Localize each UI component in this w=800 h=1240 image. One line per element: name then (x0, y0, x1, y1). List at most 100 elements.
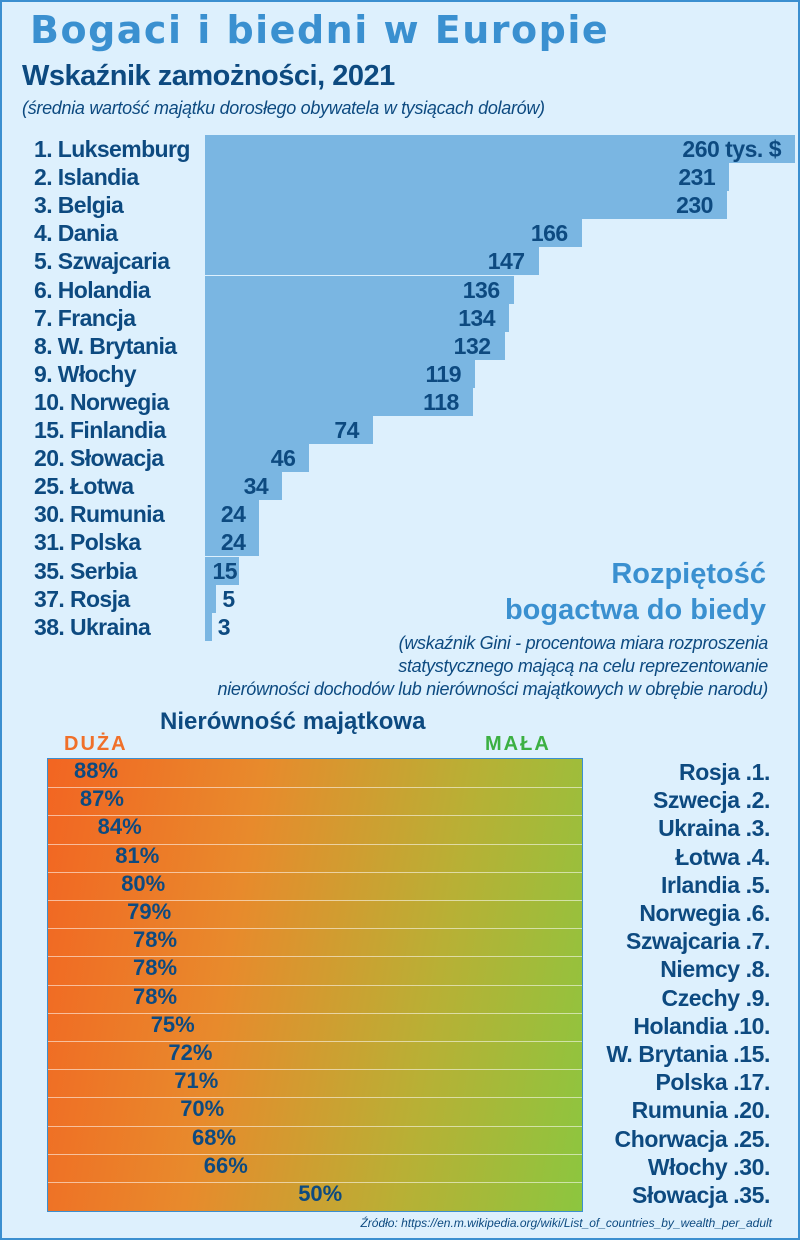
row-divider (48, 984, 582, 986)
gini-value-label: 79% (127, 899, 172, 924)
gini-value-label: 66% (203, 1152, 248, 1178)
wealth-bar (205, 331, 505, 360)
wealth-value-label: 134 (458, 304, 496, 331)
gini-note: (wskaźnik Gini - procentowa miara rozpro… (217, 632, 768, 701)
scale-low-label: MAŁA (485, 733, 551, 755)
country-label: 7. Francja (34, 304, 136, 331)
row-divider (48, 843, 582, 845)
gini-value-label: 88% (74, 758, 119, 783)
gini-country-label: Chorwacja .25. (614, 1125, 771, 1152)
gini-country-label: Irlandia .5. (661, 871, 770, 898)
gini-value-label: 72% (168, 1040, 213, 1065)
gini-note-line: nierówności dochodów lub nierówności maj… (217, 679, 768, 699)
page-title: Bogaci i biedni w Europie (30, 8, 610, 52)
gini-value-label: 75% (150, 1011, 195, 1037)
gini-value-label: 84% (97, 814, 142, 840)
country-label: 35. Serbia (34, 557, 137, 584)
row-divider (48, 1182, 582, 1183)
wealth-value-label: 24 (220, 529, 246, 556)
row-divider (48, 956, 582, 958)
gini-country-label: Rumunia .20. (631, 1097, 771, 1124)
gini-value-label: 81% (115, 842, 160, 868)
country-label: 3. Belgia (34, 192, 124, 219)
wealth-bar (205, 444, 310, 473)
wealth-value-label: 34 (243, 473, 269, 500)
wealth-bar (205, 135, 795, 163)
wealth-value-label: 132 (453, 332, 491, 359)
wealth-bar (205, 303, 510, 332)
gini-value-label: 70% (180, 1096, 225, 1122)
gini-title-line: bogactwa do biedy (504, 594, 766, 626)
wealth-value-label: 3 (217, 613, 231, 640)
wealth-bar (205, 247, 539, 276)
row-divider (48, 787, 582, 789)
wealth-value-label: 147 (487, 248, 525, 275)
row-divider (48, 900, 582, 901)
gini-value-label: 78% (133, 983, 178, 1009)
country-label: 1. Luksemburg (34, 136, 190, 162)
wealth-value-label: 230 (676, 192, 713, 219)
row-divider (48, 1069, 582, 1071)
wealth-value-label: 260 tys. $ (682, 136, 781, 162)
wealth-bar (205, 359, 476, 388)
row-divider (48, 1012, 582, 1014)
wealth-bar (205, 584, 217, 613)
wealth-bar (205, 556, 240, 585)
country-label: 15. Finlandia (34, 417, 166, 443)
gini-value-label: 80% (121, 870, 166, 896)
gini-value-label: 71% (174, 1068, 219, 1094)
wealth-value-label: 118 (423, 388, 459, 415)
row-divider (48, 1125, 582, 1127)
country-label: 31. Polska (34, 529, 141, 556)
wealth-value-label: 46 (270, 445, 296, 472)
gini-country-label: Norwegia .6. (639, 900, 770, 926)
wealth-bar (205, 528, 260, 557)
wealth-bar (205, 472, 283, 501)
wealth-value-label: 231 (678, 164, 716, 191)
gini-country-label: Czechy .9. (661, 984, 771, 1011)
wealth-bar (205, 500, 260, 529)
gini-country-label: Słowacja .35. (632, 1182, 770, 1208)
country-label: 25. Łotwa (34, 473, 134, 500)
gini-value-label: 87% (79, 786, 124, 812)
wealth-value-label: 74 (334, 417, 359, 443)
inequality-heading: Nierówność majątkowa (160, 708, 426, 735)
gini-country-label: Niemcy .8. (660, 956, 770, 983)
row-divider (48, 1097, 582, 1099)
gini-country-label: Włochy .30. (647, 1153, 771, 1180)
gini-gradient-box: 88% 87% 84% 81% 80% 79% 78% 78% 78% 75% 72% 71% 70% 6… (47, 758, 583, 1212)
gini-value-label: 50% (298, 1181, 343, 1206)
country-label: 20. Słowacja (34, 445, 164, 472)
country-label: 38. Ukraina (34, 613, 151, 640)
gini-country-label: Polska .17. (655, 1069, 770, 1096)
row-divider (48, 1041, 582, 1042)
gini-country-label: Rosja .1. (679, 759, 770, 785)
gini-note-line: statystycznego mającą na celu reprezento… (398, 656, 768, 676)
wealth-value-label: 5 (222, 585, 235, 612)
row-divider (48, 1153, 582, 1155)
wealth-chart-subtitle: (średnia wartość majątku dorosłego obywa… (22, 98, 545, 118)
wealth-value-label: 24 (220, 501, 246, 528)
gini-value-label: 68% (192, 1124, 237, 1150)
wealth-bar (205, 275, 514, 304)
wealth-bar (205, 219, 582, 248)
wealth-bar (205, 387, 473, 416)
wealth-bar (205, 416, 373, 444)
gini-country-label: Szwecja .2. (652, 787, 770, 814)
gini-title-line: Rozpiętość (611, 558, 766, 590)
wealth-bar (205, 163, 730, 192)
row-divider (48, 815, 582, 817)
country-label: 8. W. Brytania (34, 332, 177, 359)
country-label: 37. Rosja (34, 585, 130, 612)
country-label: 9. Włochy (34, 360, 137, 387)
wealth-value-label: 119 (425, 360, 462, 387)
country-label: 10. Norwegia (34, 388, 169, 415)
gini-country-label: Łotwa .4. (675, 843, 770, 870)
gini-country-label: Holandia .10. (633, 1012, 770, 1039)
scale-high-label: DUŻA (64, 733, 128, 755)
row-divider (48, 871, 582, 873)
wealth-value-label: 15 (212, 557, 238, 584)
gini-note-line: (wskaźnik Gini - procentowa miara rozpro… (398, 633, 769, 653)
wealth-value-label: 136 (462, 276, 500, 303)
